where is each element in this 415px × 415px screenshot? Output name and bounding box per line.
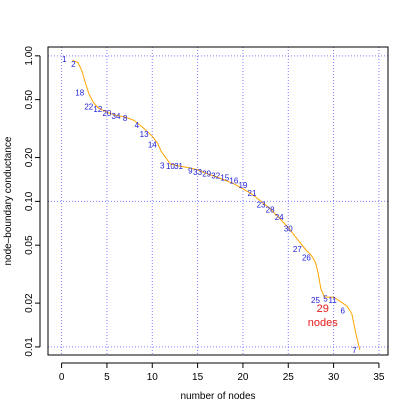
plot-frame bbox=[47, 46, 389, 356]
annotation-unit-label: nodes bbox=[308, 317, 338, 329]
node-label: 28 bbox=[266, 205, 275, 214]
node-label: 20 bbox=[102, 109, 111, 118]
y-tick-label: 0.05 bbox=[24, 235, 35, 255]
node-label: 10 bbox=[166, 162, 175, 171]
node-label: 30 bbox=[284, 225, 293, 234]
x-tick-label: 30 bbox=[328, 372, 340, 383]
node-label: 15 bbox=[220, 173, 229, 182]
curve-layer bbox=[72, 59, 361, 351]
node-label: 6 bbox=[340, 306, 345, 315]
node-label: 33 bbox=[193, 168, 202, 177]
grid-lines bbox=[48, 47, 388, 355]
node-label: 21 bbox=[248, 189, 257, 198]
node-label: 16 bbox=[229, 177, 238, 186]
y-tick-label: 0.20 bbox=[24, 147, 35, 167]
node-label: 14 bbox=[148, 141, 157, 150]
node-label: 22 bbox=[84, 102, 93, 111]
node-label: 18 bbox=[75, 88, 84, 97]
conductance-curve bbox=[72, 59, 361, 351]
y-tick-label: 0.50 bbox=[24, 89, 35, 109]
node-label: 9 bbox=[188, 166, 193, 175]
x-tick-label: 10 bbox=[147, 372, 159, 383]
node-label: 7 bbox=[352, 346, 357, 355]
node-label: 23 bbox=[257, 201, 266, 210]
x-tick-label: 15 bbox=[192, 372, 204, 383]
node-label: 8 bbox=[123, 114, 128, 123]
node-label: 3 bbox=[160, 161, 165, 170]
node-label: 2 bbox=[71, 60, 76, 69]
y-axis: 0.01 0.02 0.05 0.10 0.20 0.50 1.00 bbox=[24, 46, 41, 357]
y-tick-label: 0.02 bbox=[24, 293, 35, 313]
y-tick-label: 0.01 bbox=[24, 337, 35, 357]
annotation-count-label: 29 bbox=[317, 303, 329, 315]
x-tick-label: 35 bbox=[373, 372, 385, 383]
x-axis: 0 5 10 15 20 25 30 35 bbox=[59, 362, 385, 383]
node-label: 34 bbox=[112, 112, 121, 121]
node-label: 26 bbox=[302, 254, 311, 263]
node-label: 32 bbox=[211, 172, 220, 181]
node-label: 12 bbox=[93, 105, 102, 114]
x-tick-label: 25 bbox=[283, 372, 295, 383]
x-axis-title: number of nodes bbox=[180, 391, 255, 402]
node-label: 19 bbox=[238, 181, 247, 190]
node-label: 31 bbox=[174, 162, 183, 171]
node-label: 5 bbox=[323, 295, 328, 304]
y-tick-label: 0.10 bbox=[24, 191, 35, 211]
node-label: 11 bbox=[329, 296, 338, 305]
annotation: 29 nodes bbox=[308, 303, 338, 329]
node-label: 24 bbox=[275, 213, 284, 222]
node-label: 25 bbox=[311, 296, 320, 305]
x-tick-label: 0 bbox=[59, 372, 65, 383]
y-axis-title: node–boundary conductance bbox=[3, 136, 14, 265]
x-tick-label: 5 bbox=[104, 372, 110, 383]
node-label: 29 bbox=[202, 170, 211, 179]
x-tick-label: 20 bbox=[237, 372, 249, 383]
y-tick-label: 1.00 bbox=[24, 46, 35, 66]
node-label: 1 bbox=[62, 55, 67, 64]
node-label: 13 bbox=[140, 130, 149, 139]
node-label: 27 bbox=[293, 245, 302, 254]
node-label: 4 bbox=[135, 121, 140, 130]
